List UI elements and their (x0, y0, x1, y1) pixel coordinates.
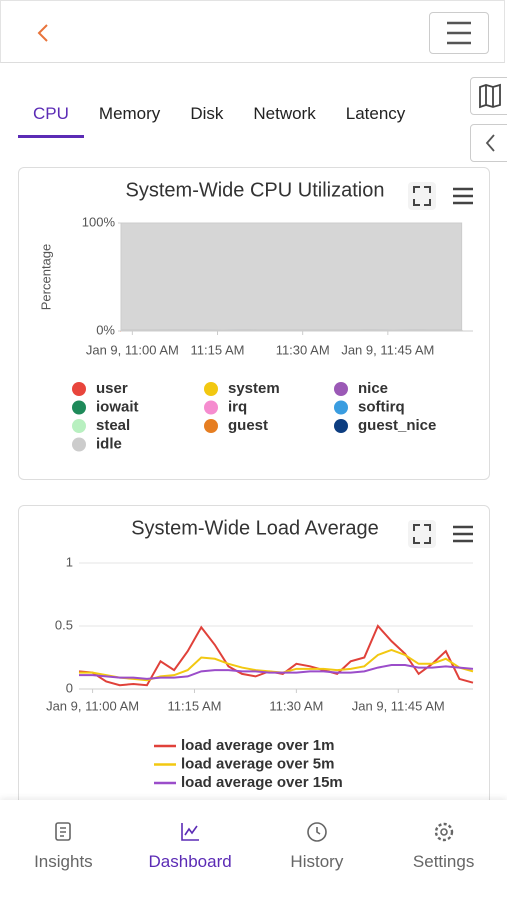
legend-item[interactable]: load average over 15m (154, 774, 343, 791)
fullscreen-button[interactable] (408, 520, 436, 548)
nav-label: Settings (412, 852, 475, 871)
x-tick-label: 11:30 AM (269, 698, 323, 713)
chart-title: System-Wide CPU Utilization (126, 179, 385, 201)
x-tick-label: Jan 9, 11:00 AM (86, 342, 179, 357)
chart: System-Wide CPU Utilization Percentage 0% 1… (38, 179, 473, 452)
tab[interactable]: CPU (18, 96, 84, 138)
y-tick-label: 0 (66, 680, 73, 695)
legend-item[interactable]: softirq (334, 398, 405, 415)
menu-button[interactable] (429, 12, 489, 54)
x-tick-label: Jan 9, 11:00 AM (46, 698, 139, 713)
nav-label: Insights (34, 852, 93, 871)
legend-swatch (334, 419, 348, 433)
legend-swatch (204, 419, 218, 433)
nav-icon (307, 822, 327, 842)
legend-label: system (228, 380, 280, 397)
y-tick-label: 0% (96, 322, 115, 337)
legend-label: idle (96, 435, 122, 452)
legend-item[interactable]: guest_nice (334, 417, 436, 434)
nav-item[interactable]: Insights (0, 800, 127, 900)
legend-swatch (72, 437, 86, 452)
back-button[interactable] (35, 23, 51, 43)
header (0, 0, 505, 63)
legend-swatch (334, 400, 348, 415)
y-tick-label: 0.5 (55, 617, 73, 632)
legend-swatch (204, 382, 218, 396)
chart-card: System-Wide CPU Utilization Percentage 0% 1… (18, 167, 490, 480)
legend-label: guest (228, 417, 268, 434)
nav-icon (181, 823, 200, 841)
legend-item[interactable]: load average over 5m (154, 755, 334, 772)
legend-item[interactable]: guest (204, 417, 268, 434)
chart-title: System-Wide Load Average (131, 517, 379, 539)
legend-label: softirq (358, 398, 405, 415)
x-tick-label: Jan 9, 11:45 AM (352, 698, 445, 713)
legend-swatch (204, 400, 218, 415)
fullscreen-icon (413, 186, 431, 206)
legend-label: load average over 5m (181, 755, 334, 772)
legend-item[interactable]: system (204, 380, 280, 397)
tab[interactable]: Network (253, 104, 316, 123)
y-tick-label: 1 (66, 554, 73, 569)
legend-item[interactable]: idle (72, 435, 122, 452)
x-tick-label: 11:15 AM (167, 698, 221, 713)
legend-label: load average over 15m (181, 774, 343, 791)
legend-label: guest_nice (358, 417, 436, 434)
tab[interactable]: Memory (98, 104, 161, 123)
legend-label: load average over 1m (181, 737, 334, 754)
chart-toolbar (408, 182, 473, 210)
y-tick-label: 100% (82, 214, 116, 229)
legend-item[interactable]: irq (204, 398, 247, 415)
nav-label: Dashboard (148, 852, 232, 871)
area (120, 222, 463, 331)
nav-icon (434, 822, 453, 842)
legend-item[interactable]: steal (72, 417, 130, 434)
x-tick-label: 11:30 AM (276, 342, 330, 357)
legend-item[interactable]: iowait (72, 398, 139, 415)
menu-icon[interactable] (453, 525, 473, 543)
tab-bar: CPU Memory Disk Network Latency (18, 96, 420, 140)
legend-swatch (72, 400, 86, 415)
nav-item[interactable]: Dashboard (127, 800, 254, 900)
legend-item[interactable]: nice (334, 380, 388, 397)
legend-item[interactable]: load average over 1m (154, 737, 334, 754)
legend-swatch (334, 382, 348, 396)
legend-swatch (72, 382, 86, 396)
legend-label: user (96, 380, 128, 397)
line (79, 664, 474, 680)
nav-icon (55, 822, 72, 841)
chart-card: System-Wide Load Average 0 0.5 1 Jan 9, 11:0… (18, 505, 490, 825)
legend-label: iowait (96, 398, 139, 415)
legend-label: steal (96, 417, 130, 434)
chart-toolbar (408, 520, 473, 548)
legend-item[interactable]: user (72, 380, 128, 397)
legend-label: nice (358, 380, 388, 397)
x-tick-label: 11:15 AM (191, 342, 245, 357)
map-icon (479, 83, 501, 109)
fullscreen-icon (413, 524, 431, 544)
y-axis-label: Percentage (38, 244, 53, 311)
menu-icon[interactable] (453, 187, 473, 205)
legend-swatch (72, 419, 86, 433)
fullscreen-button[interactable] (408, 182, 436, 210)
legend-label: irq (228, 398, 247, 415)
line (78, 624, 474, 687)
bottom-nav: Insights Dashboard History Settings (0, 800, 507, 900)
map-button[interactable] (470, 77, 507, 115)
collapse-button[interactable] (470, 124, 507, 162)
collapse-icon (485, 134, 495, 152)
menu-icon (447, 21, 471, 45)
tab[interactable]: Latency (345, 104, 406, 123)
nav-label: History (290, 852, 344, 871)
chart: System-Wide Load Average 0 0.5 1 Jan 9, 11:0… (46, 517, 474, 791)
nav-item[interactable]: History (254, 800, 381, 900)
tab[interactable]: Disk (190, 104, 224, 123)
x-tick-label: Jan 9, 11:45 AM (341, 342, 434, 357)
nav-item[interactable]: Settings (380, 800, 507, 900)
